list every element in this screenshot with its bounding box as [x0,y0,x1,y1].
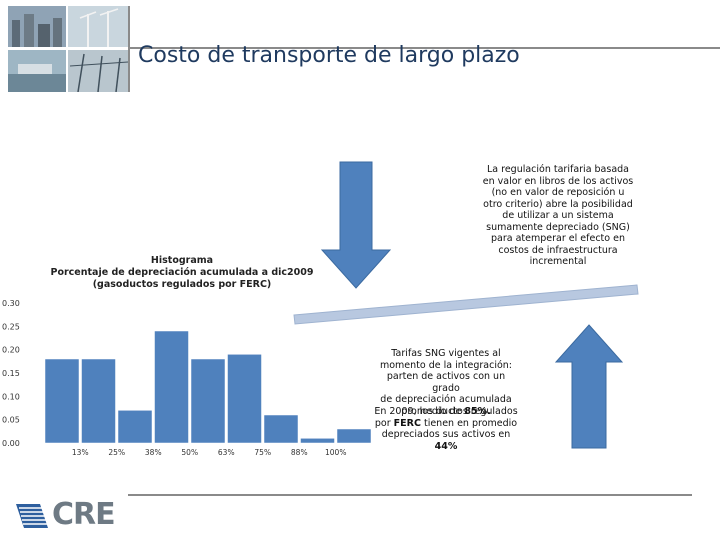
x-tick-label: 38% [145,448,162,457]
note-text: por [374,417,394,429]
histogram-bar [81,358,116,444]
footer-divider [128,494,692,496]
histogram-title-line3: (gasoductos regulados por FERC) [92,279,272,290]
histogram-bar [227,354,262,444]
histogram-chart: 0.30 0.25 0.20 0.15 0.10 0.05 0.00 13% 25% 38% 50%… [2,299,372,457]
histogram-title-line2: Porcentaje de depreciación acumulada a d… [50,267,314,278]
note-line: (no en valor de reposición u [491,187,625,198]
note-line: parten de activos con un grado [386,371,506,394]
note-book-value-regulation: La regulación tarifaria basada en valor … [482,164,634,268]
x-tick-label: 75% [254,448,271,457]
note-line: por FERC tienen en promedio [374,418,518,430]
x-tick-label: 100% [325,448,346,457]
note-sng-tariffs: Tarifas SNG vigentes al momento de la in… [374,348,518,417]
histogram-title: Histograma Porcentaje de depreciación ac… [50,255,314,291]
cre-logo [14,498,126,532]
up-arrow-icon [554,324,624,449]
histogram-bar [44,358,80,444]
x-tick-label: 13% [72,448,89,457]
histogram-bar [154,330,189,444]
histogram-bar [336,428,372,444]
note-line: Tarifas SNG vigentes al [391,348,501,359]
note-line: promedio de 85%. [374,406,518,418]
x-tick-label: 88% [291,448,308,457]
x-tick-label: 63% [218,448,235,457]
header-vertical-divider [128,6,130,92]
note-line: En 2009, los ductos regulados [374,406,518,417]
note-highlight: 85%. [464,405,491,417]
note-line: de utilizar a un sistema [502,210,614,221]
note-text: promedio de [401,405,465,417]
histogram-bar [117,410,153,444]
note-text: tienen en promedio [420,417,518,429]
note-line: costos de infraestructura [498,244,618,256]
histogram-bar [263,414,299,444]
histogram-bar [190,358,226,444]
header-horizontal-divider [130,47,720,49]
cre-logo-icon [16,504,48,528]
y-tick-label: 0.00 [2,439,20,448]
header-photo-collage [8,6,129,93]
note-line: incremental [529,256,587,267]
note-line: 44% [374,441,518,453]
y-tick-label: 0.10 [2,392,20,401]
note-line: para atemperar el efecto en [491,233,625,244]
y-tick-label: 0.25 [2,322,20,331]
cre-logo-text: CRE [52,497,116,532]
note-line: otro criterio) abre la posibilidad [483,198,633,210]
slide-title: Costo de transporte de largo plazo [138,43,520,68]
note-ferc-2009: En 2009, los ductos regulados por FERC t… [374,406,518,452]
x-tick-label: 50% [181,448,198,457]
note-line: de depreciación acumulada [380,394,512,405]
y-tick-label: 0.30 [2,299,20,308]
note-line: momento de la integración: [379,359,512,371]
y-tick-label: 0.15 [2,369,20,378]
note-highlight: 44% [434,440,458,452]
histogram-title-line1: Histograma [150,255,214,266]
down-arrow-icon [320,161,392,289]
x-tick-label: 25% [108,448,125,457]
trend-line [293,284,639,325]
note-highlight: FERC [393,417,421,429]
note-line: en valor en libros de los activos [482,175,634,187]
note-line: sumamente depreciado (SNG) [486,221,630,233]
y-tick-label: 0.05 [2,416,20,425]
note-line: La regulación tarifaria basada [486,164,630,175]
histogram-bar [300,438,335,444]
note-line: depreciados sus activos en [381,429,511,440]
y-tick-label: 0.20 [2,346,20,355]
